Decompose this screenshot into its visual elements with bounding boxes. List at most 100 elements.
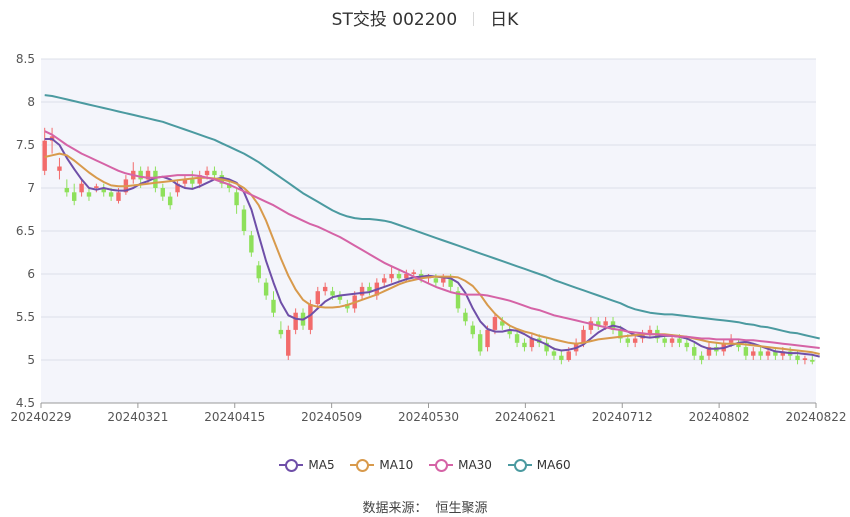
candle-body [559,355,564,360]
candle-body [190,179,195,184]
candle-body [345,304,350,309]
legend-dot-ma60 [513,459,527,472]
candle-body [551,351,557,356]
candle-body [160,188,165,197]
source-name: 恒生聚源 [435,501,488,516]
candle-body [751,351,756,356]
source-label: 数据来源： [362,501,428,516]
candle-body [330,291,335,296]
y-tick-label: 7.5 [16,138,35,152]
candle-body [234,192,239,206]
candle-body [765,351,771,356]
legend-item-ma10[interactable]: MA10 [350,458,413,472]
legend-label-ma30: MA30 [458,458,492,472]
candle-body [477,334,483,352]
candle-body [175,183,180,193]
candle-body [204,170,210,176]
legend-swatch-ma5 [279,459,304,472]
legend-label-ma10: MA10 [379,458,414,472]
candle-body [315,291,320,305]
y-tick-label: 7 [27,181,35,195]
candle-body [514,334,520,343]
legend-item-ma30[interactable]: MA30 [429,458,492,472]
candle-body [581,329,586,343]
x-tick-label: 20240621 [495,410,556,424]
candle-body [625,338,630,343]
x-tick-label: 20240822 [785,410,846,424]
candle-body [780,351,785,356]
candle-body [810,360,815,362]
ma30-line [44,130,820,349]
candle-body [227,183,232,188]
candle-body [57,166,62,171]
y-tick-label: 6.5 [16,224,35,238]
candle-body [263,282,269,296]
y-tick-label: 8 [27,95,35,109]
candle-body [116,192,121,201]
x-tick-label: 20240509 [301,410,362,424]
candle-body [308,304,313,330]
candle-body [662,338,667,343]
x-tick-label: 20240530 [398,410,459,424]
candle-body [603,321,608,326]
candle-body [108,192,114,197]
candle-body [337,295,343,300]
x-tick-label: 20240712 [592,410,653,424]
candle-body [138,170,143,180]
candle-body [596,321,601,326]
candle-body [588,321,594,330]
candle-body [404,274,409,279]
candle-body [359,286,365,296]
candle-body [382,278,387,283]
legend-swatch-ma10 [350,459,375,472]
candle-body [485,329,490,348]
candle-body [389,274,394,279]
candle-body [101,188,106,193]
candle-body [367,286,372,292]
candle-body [529,338,535,348]
ma60-line [44,94,820,340]
candle-body [167,196,173,206]
candle-body [692,347,697,356]
x-tick-label: 20240415 [204,410,265,424]
candle-body [618,329,623,339]
x-tick-label: 20240802 [689,410,750,424]
y-tick-label: 5 [27,353,35,367]
x-tick-label: 20240321 [107,410,168,424]
x-tick-label: 20240229 [10,410,71,424]
candle-body [79,183,84,193]
legend-item-ma60[interactable]: MA60 [507,458,571,472]
candle-body [411,272,416,274]
y-tick-label: 6 [27,267,35,281]
candle-body [286,329,291,356]
candle-body [566,351,571,360]
candle-body [699,355,704,360]
candle-body [492,317,498,330]
y-tick-label: 8.5 [16,52,35,66]
candle-body [470,325,475,335]
candle-body [271,299,276,313]
candle-body [64,188,70,193]
legend: MA5 MA10 MA30 MA60 [0,458,850,474]
candle-body [669,338,675,343]
candle-body [293,312,298,330]
candle-body [441,278,446,283]
title-separator [473,12,475,26]
candle-body [647,329,653,335]
candle-body [706,347,712,356]
candle-body [197,175,202,184]
candle-body [728,338,734,343]
candle-body [256,265,261,279]
candle-body [241,209,247,231]
y-tick-label: 5.5 [16,310,35,324]
candle-body [463,312,468,322]
legend-item-ma5[interactable]: MA5 [279,458,335,472]
candle-body [448,278,453,287]
legend-dot-ma30 [435,459,449,472]
legend-label-ma60: MA60 [536,458,571,472]
candle-body [455,291,461,309]
period-label: 日K [490,10,519,30]
legend-dot-ma5 [285,459,299,472]
candle-body [773,351,778,356]
